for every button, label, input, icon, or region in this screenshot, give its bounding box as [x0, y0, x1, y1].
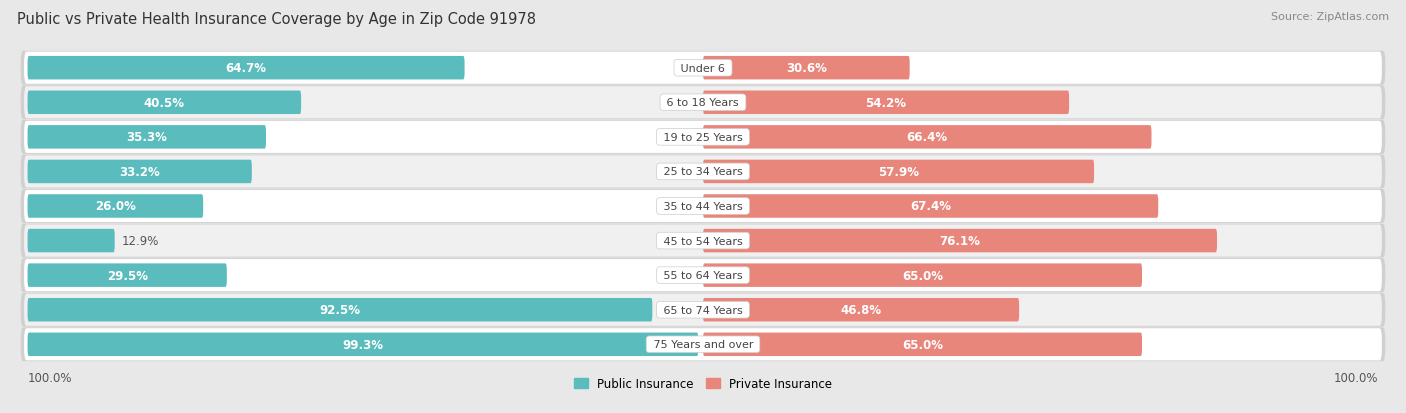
- FancyBboxPatch shape: [28, 126, 266, 149]
- Text: 65 to 74 Years: 65 to 74 Years: [659, 305, 747, 315]
- Text: 65.0%: 65.0%: [903, 338, 943, 351]
- FancyBboxPatch shape: [28, 195, 204, 218]
- FancyBboxPatch shape: [24, 52, 1382, 85]
- FancyBboxPatch shape: [21, 224, 1385, 258]
- FancyBboxPatch shape: [24, 225, 1382, 257]
- FancyBboxPatch shape: [24, 87, 1382, 119]
- Text: 57.9%: 57.9%: [877, 166, 920, 178]
- Text: 40.5%: 40.5%: [143, 97, 184, 109]
- FancyBboxPatch shape: [703, 229, 1218, 253]
- FancyBboxPatch shape: [703, 333, 1142, 356]
- Text: 64.7%: 64.7%: [225, 62, 267, 75]
- Text: 100.0%: 100.0%: [28, 371, 72, 384]
- Text: 19 to 25 Years: 19 to 25 Years: [659, 133, 747, 142]
- Text: Under 6: Under 6: [678, 64, 728, 74]
- FancyBboxPatch shape: [21, 121, 1385, 154]
- Text: 30.6%: 30.6%: [786, 62, 827, 75]
- FancyBboxPatch shape: [703, 91, 1069, 115]
- Text: Source: ZipAtlas.com: Source: ZipAtlas.com: [1271, 12, 1389, 22]
- FancyBboxPatch shape: [28, 160, 252, 184]
- FancyBboxPatch shape: [21, 155, 1385, 189]
- FancyBboxPatch shape: [703, 57, 910, 80]
- Text: 45 to 54 Years: 45 to 54 Years: [659, 236, 747, 246]
- Text: Public vs Private Health Insurance Coverage by Age in Zip Code 91978: Public vs Private Health Insurance Cover…: [17, 12, 536, 27]
- Text: 35.3%: 35.3%: [127, 131, 167, 144]
- FancyBboxPatch shape: [28, 91, 301, 115]
- FancyBboxPatch shape: [703, 264, 1142, 287]
- FancyBboxPatch shape: [21, 293, 1385, 327]
- Text: 29.5%: 29.5%: [107, 269, 148, 282]
- Legend: Public Insurance, Private Insurance: Public Insurance, Private Insurance: [569, 373, 837, 395]
- FancyBboxPatch shape: [24, 259, 1382, 292]
- FancyBboxPatch shape: [21, 86, 1385, 120]
- Text: 99.3%: 99.3%: [343, 338, 384, 351]
- Text: 46.8%: 46.8%: [841, 304, 882, 316]
- Text: 12.9%: 12.9%: [121, 235, 159, 247]
- Text: 54.2%: 54.2%: [866, 97, 907, 109]
- FancyBboxPatch shape: [24, 294, 1382, 326]
- FancyBboxPatch shape: [21, 52, 1385, 85]
- Text: 75 Years and over: 75 Years and over: [650, 339, 756, 349]
- FancyBboxPatch shape: [28, 298, 652, 322]
- Text: 33.2%: 33.2%: [120, 166, 160, 178]
- Text: 25 to 34 Years: 25 to 34 Years: [659, 167, 747, 177]
- FancyBboxPatch shape: [21, 328, 1385, 361]
- Text: 55 to 64 Years: 55 to 64 Years: [659, 271, 747, 280]
- Text: 92.5%: 92.5%: [319, 304, 360, 316]
- FancyBboxPatch shape: [28, 57, 464, 80]
- Text: 6 to 18 Years: 6 to 18 Years: [664, 98, 742, 108]
- FancyBboxPatch shape: [703, 126, 1152, 149]
- Text: 26.0%: 26.0%: [96, 200, 136, 213]
- Text: 100.0%: 100.0%: [1334, 371, 1378, 384]
- FancyBboxPatch shape: [24, 121, 1382, 154]
- FancyBboxPatch shape: [703, 298, 1019, 322]
- Text: 35 to 44 Years: 35 to 44 Years: [659, 202, 747, 211]
- FancyBboxPatch shape: [21, 259, 1385, 292]
- FancyBboxPatch shape: [24, 156, 1382, 188]
- FancyBboxPatch shape: [21, 190, 1385, 223]
- FancyBboxPatch shape: [24, 190, 1382, 223]
- FancyBboxPatch shape: [24, 328, 1382, 361]
- FancyBboxPatch shape: [703, 195, 1159, 218]
- Text: 76.1%: 76.1%: [939, 235, 980, 247]
- FancyBboxPatch shape: [28, 229, 115, 253]
- FancyBboxPatch shape: [703, 160, 1094, 184]
- Text: 67.4%: 67.4%: [910, 200, 950, 213]
- Text: 65.0%: 65.0%: [903, 269, 943, 282]
- Text: 66.4%: 66.4%: [907, 131, 948, 144]
- FancyBboxPatch shape: [28, 333, 699, 356]
- FancyBboxPatch shape: [28, 264, 226, 287]
